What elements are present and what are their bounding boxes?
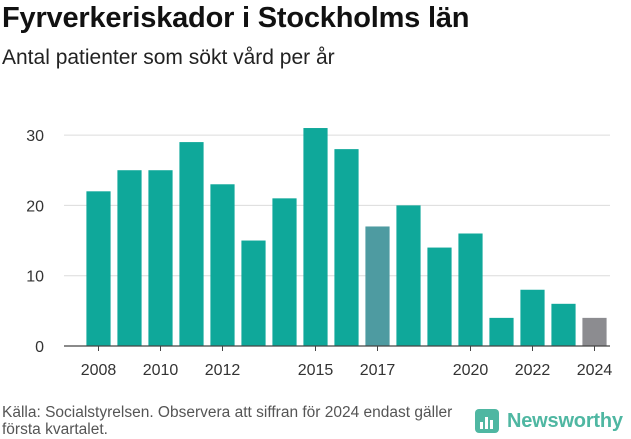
brand-name: Newsworthy [507, 409, 623, 432]
x-tick-label: 2020 [453, 362, 489, 379]
bar-chart: 0 10 20 30 2008 2010 2012 2015 2017 2020 2022 2024 [26, 128, 613, 379]
x-tick-label: 2008 [81, 362, 117, 379]
bar-2020[interactable] [458, 233, 483, 347]
brand-logo[interactable]: Newsworthy [475, 409, 623, 433]
chart-title: Fyrverkeriskador i Stockholms län [2, 2, 470, 34]
bar-2022[interactable] [520, 289, 545, 346]
bar-2010[interactable] [148, 170, 173, 346]
y-tick-label: 10 [26, 269, 44, 286]
bar-2017[interactable] [365, 226, 390, 346]
y-tick-label: 30 [26, 128, 44, 145]
x-tick-label: 2015 [298, 362, 334, 379]
source-note: Källa: Socialstyrelsen. Observera att si… [2, 404, 453, 438]
bar-chart-icon [475, 409, 499, 433]
bars [86, 128, 607, 347]
bar-2011[interactable] [179, 142, 204, 346]
bar-2013[interactable] [241, 240, 266, 346]
bar-2018[interactable] [396, 205, 421, 346]
bar-2015[interactable] [303, 128, 328, 346]
bar-2024[interactable] [582, 317, 607, 346]
bar-2009[interactable] [117, 170, 142, 346]
bar-2023[interactable] [551, 303, 576, 346]
x-tick-label: 2012 [205, 362, 241, 379]
y-axis-ticks: 0 10 20 30 [26, 128, 44, 356]
y-tick-label: 20 [26, 198, 44, 215]
x-axis-ticks: 2008 2010 2012 2015 2017 2020 2022 2024 [81, 346, 613, 379]
x-tick-label: 2022 [515, 362, 551, 379]
chart-subtitle: Antal patienter som sökt vård per år [2, 46, 335, 69]
bar-2012[interactable] [210, 184, 235, 346]
x-tick-label: 2017 [360, 362, 396, 379]
bar-2008[interactable] [86, 191, 111, 346]
bar-2014[interactable] [272, 198, 297, 346]
x-tick-label: 2010 [143, 362, 179, 379]
y-tick-label: 0 [35, 339, 44, 356]
bar-2021[interactable] [489, 317, 514, 346]
bar-2016[interactable] [334, 149, 359, 346]
x-tick-label: 2024 [577, 362, 613, 379]
bar-2019[interactable] [427, 247, 452, 346]
